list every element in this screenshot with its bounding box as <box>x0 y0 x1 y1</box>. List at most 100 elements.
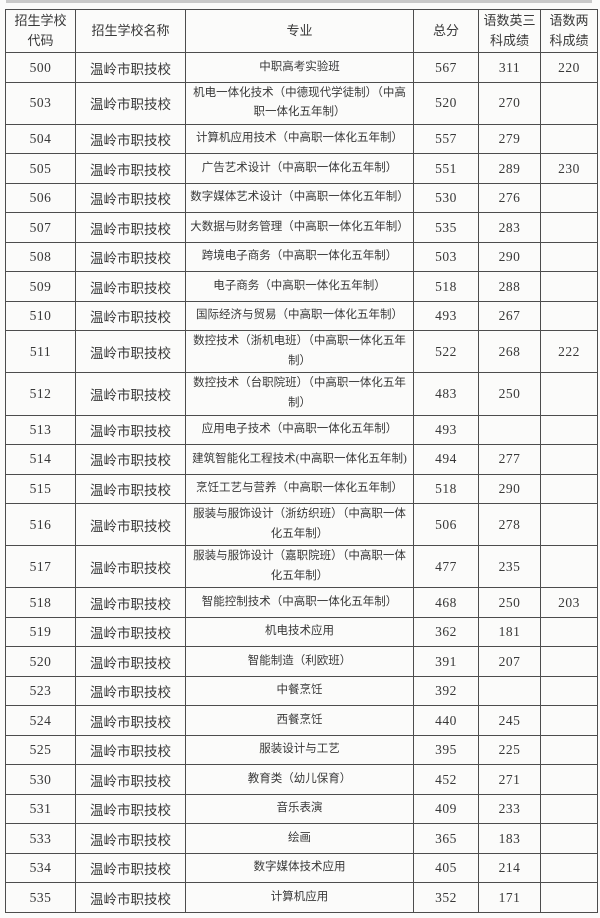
table-row: 525 温岭市职技校 服装设计与工艺 395 225 <box>5 734 598 766</box>
cell-major: 烹饪工艺与营养（中高职一体化五年制） <box>185 473 414 505</box>
cell-major: 服装设计与工艺 <box>185 734 414 766</box>
table-row: 511 温岭市职技校 数控技术（浙机电班）（中高职一体化五年 制） 522 268 222 <box>5 330 598 374</box>
cell-two-subject-score <box>540 675 598 707</box>
cell-two-subject-score <box>540 300 598 332</box>
cell-school-name: 温岭市职技校 <box>75 587 186 618</box>
cell-major: 服装与服饰设计（浙纺织班）（中高职一体 化五年制） <box>185 503 414 547</box>
table-row: 516 温岭市职技校 服装与服饰设计（浙纺织班）（中高职一体 化五年制） 506 278 <box>5 503 598 547</box>
cell-two-subject-score <box>540 616 598 648</box>
cell-three-subject-score: 233 <box>478 793 541 825</box>
cell-three-subject-score: 290 <box>478 473 541 505</box>
cell-total-score: 518 <box>413 271 479 302</box>
table-row: 517 温岭市职技校 服装与服饰设计（嘉职院班）（中高职一体 化五年制） 477 235 <box>5 545 598 589</box>
cell-school-code: 510 <box>5 300 76 332</box>
cell-three-subject-score: 207 <box>478 646 541 677</box>
cell-two-subject-score <box>540 503 598 547</box>
cell-school-code: 530 <box>5 764 76 795</box>
cell-school-code: 531 <box>5 793 76 825</box>
cell-total-score: 522 <box>413 330 479 374</box>
cell-school-name: 温岭市职技校 <box>75 473 186 505</box>
cell-two-subject-score <box>540 182 598 214</box>
table-row: 519 温岭市职技校 机电技术应用 362 181 <box>5 616 598 648</box>
cell-total-score: 483 <box>413 372 479 416</box>
cell-total-score: 405 <box>413 852 479 884</box>
cell-three-subject-score: 288 <box>478 271 541 302</box>
cell-three-subject-score: 250 <box>478 587 541 618</box>
cell-school-code: 517 <box>5 545 76 589</box>
column-header-total-score: 总分 <box>413 8 479 54</box>
column-header-two-subject: 语数两 科成绩 <box>540 8 598 54</box>
cell-two-subject-score <box>540 414 598 446</box>
table-row: 506 温岭市职技校 数字媒体艺术设计（中高职一体化五年制） 530 276 <box>5 182 598 214</box>
cell-three-subject-score: 225 <box>478 734 541 766</box>
cell-major: 服装与服饰设计（嘉职院班）（中高职一体 化五年制） <box>185 545 414 589</box>
cell-major: 音乐表演 <box>185 793 414 825</box>
cell-school-code: 533 <box>5 823 76 854</box>
cell-major: 数控技术（浙机电班）（中高职一体化五年 制） <box>185 330 414 374</box>
cell-school-name: 温岭市职技校 <box>75 153 186 184</box>
column-header-school-name: 招生学校名称 <box>75 8 186 54</box>
cell-school-name: 温岭市职技校 <box>75 823 186 854</box>
cell-three-subject-score: 289 <box>478 153 541 184</box>
cell-two-subject-score <box>540 81 598 125</box>
cell-three-subject-score: 271 <box>478 764 541 795</box>
cell-three-subject-score: 276 <box>478 182 541 214</box>
cell-school-name: 温岭市职技校 <box>75 330 186 374</box>
cell-total-score: 494 <box>413 444 479 475</box>
cell-major: 计算机应用技术（中高职一体化五年制） <box>185 123 414 155</box>
cell-two-subject-score <box>540 473 598 505</box>
table-body: 500 温岭市职技校 中职高考实验班 567 311 220 503 温岭市职技校 机电一体化技… <box>5 52 598 913</box>
table-row: 508 温岭市职技校 跨境电子商务（中高职一体化五年制） 503 290 <box>5 241 598 273</box>
cell-school-code: 511 <box>5 330 76 374</box>
cell-total-score: 362 <box>413 616 479 648</box>
cell-school-code: 525 <box>5 734 76 766</box>
cell-total-score: 557 <box>413 123 479 155</box>
cell-school-code: 535 <box>5 882 76 913</box>
table-row: 518 温岭市职技校 智能控制技术（中高职一体化五年制） 468 250 203 <box>5 587 598 618</box>
cell-school-name: 温岭市职技校 <box>75 241 186 273</box>
cell-school-code: 534 <box>5 852 76 884</box>
cell-school-code: 523 <box>5 675 76 707</box>
cell-three-subject-score: 311 <box>478 52 541 83</box>
table-row: 509 温岭市职技校 电子商务（中高职一体化五年制） 518 288 <box>5 271 598 302</box>
cell-three-subject-score: 214 <box>478 852 541 884</box>
cell-total-score: 440 <box>413 705 479 736</box>
cell-total-score: 391 <box>413 646 479 677</box>
cell-school-code: 508 <box>5 241 76 273</box>
cell-school-code: 515 <box>5 473 76 505</box>
cell-total-score: 477 <box>413 545 479 589</box>
cell-two-subject-score <box>540 271 598 302</box>
cell-major: 西餐烹饪 <box>185 705 414 736</box>
header-row: 招生学校 代码 招生学校名称 专业 总分 语数英三 科成绩 语数两 科成绩 <box>5 8 598 54</box>
cell-school-code: 500 <box>5 52 76 83</box>
cell-major: 国际经济与贸易（中高职一体化五年制） <box>185 300 414 332</box>
cell-three-subject-score: 268 <box>478 330 541 374</box>
cell-school-name: 温岭市职技校 <box>75 764 186 795</box>
cell-major: 应用电子技术（中高职一体化五年制） <box>185 414 414 446</box>
table-row: 507 温岭市职技校 大数据与财务管理（中高职一体化五年制） 535 283 <box>5 212 598 243</box>
cell-major: 绘画 <box>185 823 414 854</box>
table-row: 512 温岭市职技校 数控技术（台职院班）（中高职一体化五年 制） 483 250 <box>5 372 598 416</box>
cell-major: 机电一体化技术（中德现代学徒制）（中高 职一体化五年制） <box>185 81 414 125</box>
column-header-major: 专业 <box>185 8 414 54</box>
cell-major: 大数据与财务管理（中高职一体化五年制） <box>185 212 414 243</box>
cell-three-subject-score <box>478 675 541 707</box>
cell-total-score: 506 <box>413 503 479 547</box>
cell-major: 电子商务（中高职一体化五年制） <box>185 271 414 302</box>
cell-three-subject-score: 279 <box>478 123 541 155</box>
page-top-edge-line <box>6 0 592 3</box>
cell-three-subject-score: 270 <box>478 81 541 125</box>
table-row: 505 温岭市职技校 广告艺术设计（中高职一体化五年制） 551 289 230 <box>5 153 598 184</box>
cell-major: 数控技术（台职院班）（中高职一体化五年 制） <box>185 372 414 416</box>
table-header: 招生学校 代码 招生学校名称 专业 总分 语数英三 科成绩 语数两 科成绩 <box>5 8 598 54</box>
cell-two-subject-score: 230 <box>540 153 598 184</box>
cell-total-score: 365 <box>413 823 479 854</box>
cell-school-name: 温岭市职技校 <box>75 793 186 825</box>
cell-two-subject-score <box>540 123 598 155</box>
cell-school-code: 518 <box>5 587 76 618</box>
table-row: 513 温岭市职技校 应用电子技术（中高职一体化五年制） 493 <box>5 414 598 446</box>
cell-major: 智能制造（利欧班） <box>185 646 414 677</box>
cell-three-subject-score: 183 <box>478 823 541 854</box>
column-header-three-subject: 语数英三 科成绩 <box>478 8 541 54</box>
table-row: 535 温岭市职技校 计算机应用 352 171 <box>5 882 598 913</box>
